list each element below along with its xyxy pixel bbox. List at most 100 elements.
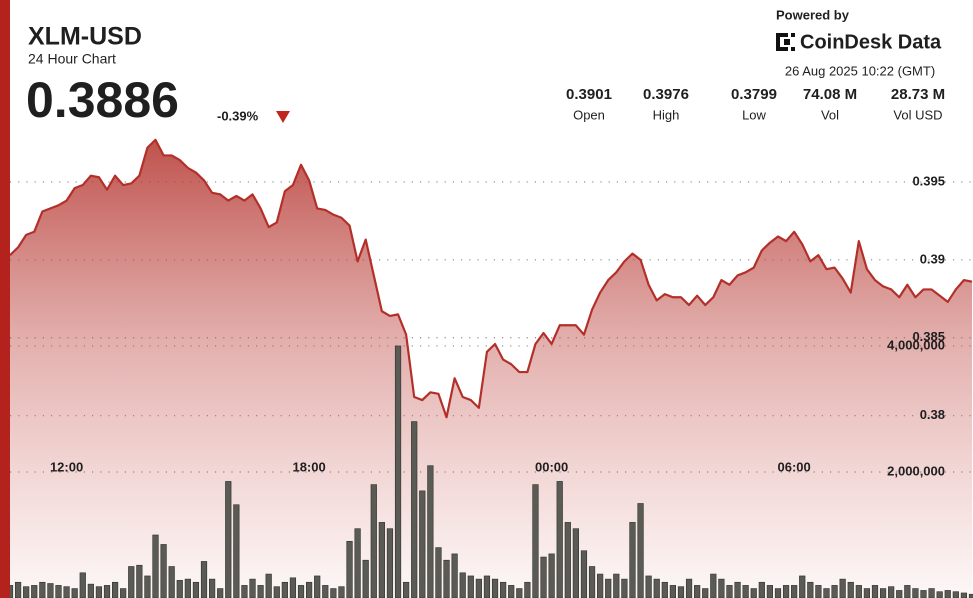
volume-bar [556,481,563,598]
volume-bar [605,578,612,598]
y-tick-label: 0.385 [912,329,945,344]
volume-bar [524,581,531,598]
volume-bar [289,577,297,598]
plot-area: 0.38 0.385 0.39 0.395 2,000,000 4,000,000 12:0… [6,138,973,598]
powered-by: Powered by [776,7,850,22]
volume-bar [435,547,442,598]
volume-bar [726,585,733,598]
volume-bar [209,578,216,598]
volume-bar [95,586,103,598]
volume-bar [136,564,143,598]
volume-bar [847,581,854,598]
volume-bar [443,559,450,598]
areas [10,139,972,598]
volume-bar [653,578,660,598]
volume-bar [613,573,620,598]
volume-bar [403,581,410,598]
volume-bar [750,588,757,598]
volume-bar [265,573,272,598]
volume-bar [225,481,232,598]
volume-bar [14,581,22,598]
volume-bar [217,588,224,598]
labels: 0.38 0.385 0.39 0.395 2,000,000 4,000,000 12:0… [50,173,945,478]
x-tick-label: 06:00 [778,459,811,474]
volume-bar [540,556,547,598]
volume-bar [111,581,119,598]
volume-bar [297,585,305,598]
volume-bar [896,590,903,598]
volume-bar [184,578,191,598]
volume-bar [233,504,240,598]
lines [9,138,973,419]
volume-bar [39,581,46,598]
volume-bar [661,581,668,598]
volume-bar [944,590,951,598]
volume-bar [621,578,628,598]
volume-bar [960,592,968,598]
volume-bar [160,544,167,598]
volume-bar [451,553,458,598]
down-arrow [276,111,290,123]
volume-bar [314,575,321,598]
volume-bar [774,588,782,598]
volume-bar [968,593,973,598]
volume-bar [176,580,183,598]
volume-bar [928,588,935,598]
timestamp: 26 Aug 2025 10:22 (GMT) [785,63,935,78]
volume-bar [120,588,127,598]
volume-bar [338,586,345,598]
volume-bar [330,588,337,598]
volume-bar [685,578,693,598]
stat-label: Vol USD [893,107,942,122]
volume-bar [863,588,871,598]
volume-bar [459,572,466,598]
volume-bar [580,550,588,598]
volume-bar [386,528,394,598]
volume-bar [572,528,579,598]
volume-bar [718,578,725,598]
volume-bar [23,586,30,598]
chart-subtitle: 24 Hour Chart [28,51,116,67]
volume-bar [742,585,749,598]
volume-bar [815,585,822,598]
volume-bar [71,588,78,598]
volume-bar [532,484,539,598]
volume-bar [588,566,596,598]
volume-bar [920,590,927,598]
volume-bar [168,566,175,598]
volume-bar [273,586,280,598]
stat-value: 28.73 M [891,86,945,103]
y-tick-label: 2,000,000 [887,463,945,478]
chart-title: XLM-USD [28,23,142,51]
stat-value: 0.3901 [566,86,612,103]
volume-bar [128,566,135,598]
y-tick-label: 0.38 [920,407,945,422]
volume-bar [791,585,798,598]
volume-bar [249,578,256,598]
volume-bar [766,585,773,598]
volume-bar [55,585,62,598]
volume-bar [855,585,862,598]
volume-bar [823,588,830,598]
volume-bar [79,572,86,598]
stat-label: Low [742,107,766,122]
volume-bar [394,345,402,598]
volume-bar [645,575,652,598]
y-tick-label: 4,000,000 [887,337,945,352]
volume-bar [734,581,741,598]
volume-bar [362,559,369,598]
volume-bar [839,578,846,598]
volume-bar [467,575,474,598]
stat-value: 0.3799 [731,86,777,103]
volume-bar [87,583,94,598]
accent-bar [0,0,10,598]
volume-bar [31,585,38,598]
volume-bar [694,585,701,598]
volume-bar [354,528,361,598]
volume-bar [47,583,54,598]
volume-bar [103,585,111,598]
volume-bar [702,588,709,598]
volume-bar [419,490,426,598]
x-tick-label: 18:00 [292,459,325,474]
